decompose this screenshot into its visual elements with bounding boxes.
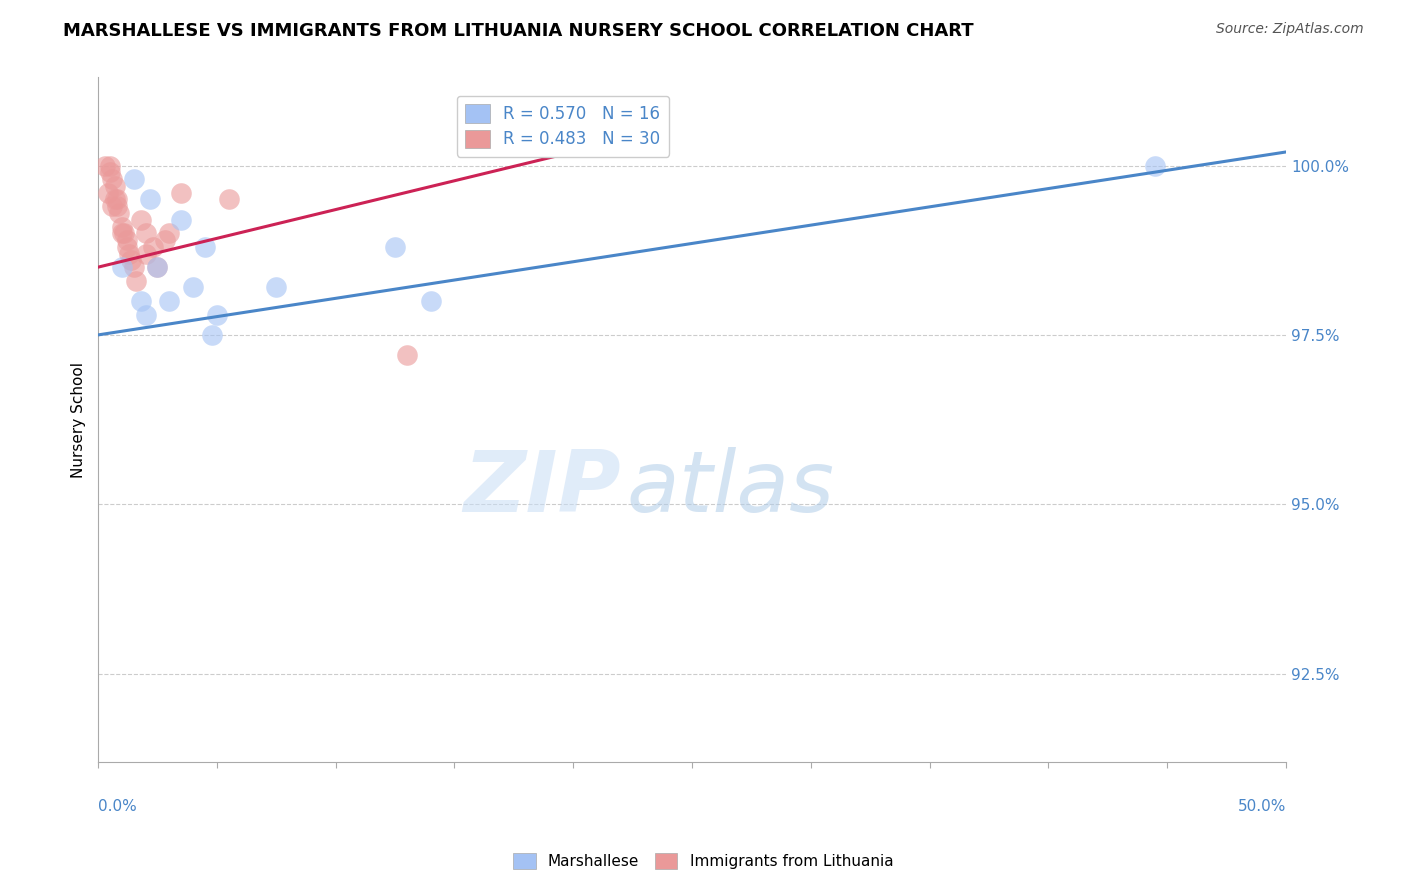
Point <box>395 348 418 362</box>
Y-axis label: Nursery School: Nursery School <box>72 361 86 477</box>
Point <box>94 159 117 173</box>
Text: atlas: atlas <box>627 447 835 530</box>
Point <box>101 199 124 213</box>
Point <box>101 172 124 186</box>
Point <box>111 260 134 275</box>
Point <box>135 246 157 260</box>
Point <box>181 280 204 294</box>
Legend: R = 0.570   N = 16, R = 0.483   N = 30: R = 0.570 N = 16, R = 0.483 N = 30 <box>457 96 669 157</box>
Point <box>153 233 176 247</box>
Point <box>112 227 135 241</box>
Point <box>111 219 134 234</box>
Point <box>142 240 165 254</box>
Point <box>205 308 228 322</box>
Point <box>139 193 162 207</box>
Point <box>104 193 127 207</box>
Point <box>201 327 224 342</box>
Point <box>170 186 193 200</box>
Text: ZIP: ZIP <box>463 447 620 530</box>
Point <box>157 293 180 308</box>
Point <box>146 260 169 275</box>
Text: 0.0%: 0.0% <box>98 799 136 814</box>
Point <box>115 240 138 254</box>
Point <box>125 274 148 288</box>
Point <box>120 253 142 268</box>
Point <box>122 260 145 275</box>
Point <box>384 240 406 254</box>
Point <box>157 227 180 241</box>
Point <box>98 159 121 173</box>
Text: Source: ZipAtlas.com: Source: ZipAtlas.com <box>1216 22 1364 37</box>
Point <box>194 240 217 254</box>
Point <box>108 206 131 220</box>
Point <box>98 165 121 179</box>
Point <box>111 227 134 241</box>
Point <box>105 193 128 207</box>
Point <box>218 193 240 207</box>
Point <box>135 227 157 241</box>
Point <box>122 172 145 186</box>
Legend: Marshallese, Immigrants from Lithuania: Marshallese, Immigrants from Lithuania <box>506 847 900 875</box>
Point <box>129 293 152 308</box>
Point <box>129 212 152 227</box>
Point <box>115 233 138 247</box>
Point <box>264 280 287 294</box>
Point <box>146 260 169 275</box>
Point <box>170 212 193 227</box>
Point <box>105 199 128 213</box>
Point <box>118 246 141 260</box>
Point <box>419 293 441 308</box>
Text: 50.0%: 50.0% <box>1237 799 1286 814</box>
Point <box>135 308 157 322</box>
Text: MARSHALLESE VS IMMIGRANTS FROM LITHUANIA NURSERY SCHOOL CORRELATION CHART: MARSHALLESE VS IMMIGRANTS FROM LITHUANIA… <box>63 22 974 40</box>
Point <box>104 178 127 193</box>
Point <box>96 186 118 200</box>
Point <box>1144 159 1167 173</box>
